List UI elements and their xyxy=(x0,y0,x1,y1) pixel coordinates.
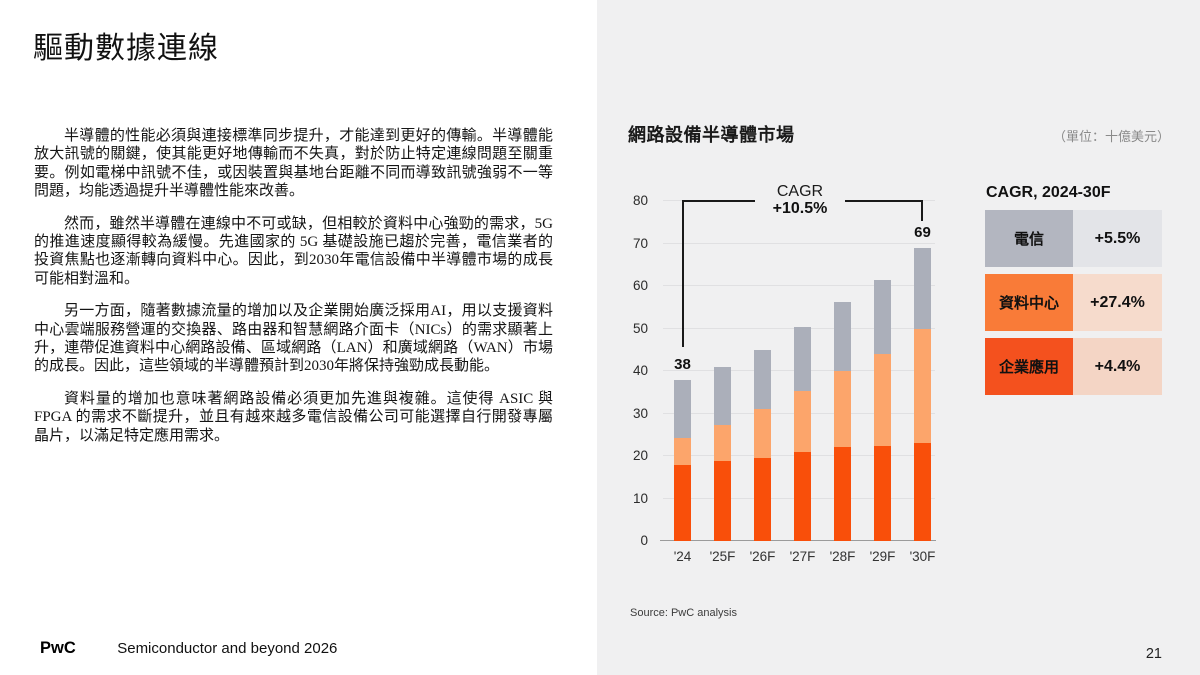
y-axis-tick-label: 30 xyxy=(632,405,648,421)
body-text: 半導體的性能必須與連接標準同步提升，才能達到更好的傳輸。半導體能放大訊號的關鍵，… xyxy=(34,127,553,459)
stacked-bar-27F xyxy=(794,201,811,541)
bar-segment-資料中心 xyxy=(754,408,771,458)
bar-segment-資料中心 xyxy=(794,390,811,452)
bar-segment-企業應用 xyxy=(874,445,891,541)
chart-title: 網路設備半導體市場 xyxy=(628,125,795,145)
legend-row-telecom: 電信 +5.5% xyxy=(985,210,1162,267)
plot-area xyxy=(660,200,936,541)
y-axis-tick-label: 80 xyxy=(632,193,648,208)
bar-segment-電信 xyxy=(874,280,891,354)
paragraph-2: 然而，雖然半導體在連線中不可或缺，但相較於資料中心強勁的需求，5G 的推進速度顯… xyxy=(34,215,553,287)
page-title: 驅動數據連線 xyxy=(33,32,219,65)
cagr-annotation-value: +10.5% xyxy=(772,200,828,217)
bar-segment-電信 xyxy=(834,302,851,372)
bar-segment-資料中心 xyxy=(914,329,931,444)
chart-panel: 網路設備半導體市場 （單位：十億美元） CAGR +10.5% CAGR, 20… xyxy=(597,0,1200,675)
paragraph-1: 半導體的性能必須與連接標準同步提升，才能達到更好的傳輸。半導體能放大訊號的關鍵，… xyxy=(34,128,553,200)
y-axis-tick-label: 50 xyxy=(632,320,648,336)
bar-segment-資料中心 xyxy=(714,424,731,462)
y-axis-tick-label: 70 xyxy=(632,235,648,251)
source-note: Source: PwC analysis xyxy=(630,607,737,619)
legend-row-datacenter: 資料中心 +27.4% xyxy=(985,274,1162,331)
paragraph-4: 資料量的增加也意味著網路設備必須更加先進與複雜。這使得 ASIC 與 FPGA … xyxy=(34,390,553,444)
left-column: 驅動數據連線 半導體的性能必須與連接標準同步提升，才能達到更好的傳輸。半導體能放… xyxy=(0,0,597,675)
footer: PwC Semiconductor and beyond 2026 xyxy=(40,639,540,658)
y-axis-tick-label: 40 xyxy=(632,363,648,378)
bar-total-label: 38 xyxy=(674,355,691,373)
cagr-annotation: CAGR +10.5% xyxy=(755,183,845,217)
stacked-bar-29F xyxy=(874,201,891,541)
bar-total-label: 69 xyxy=(914,223,931,241)
legend-value-telecom: +5.5% xyxy=(1073,210,1162,267)
bar-segment-資料中心 xyxy=(874,354,891,446)
x-axis-tick-label: '24 xyxy=(673,549,692,564)
bar-segment-企業應用 xyxy=(714,461,731,541)
bar-segment-企業應用 xyxy=(754,457,771,541)
legend-value-enterprise: +4.4% xyxy=(1073,338,1162,395)
y-axis-tick-label: 0 xyxy=(640,533,648,548)
pwc-logo: PwC xyxy=(40,639,76,657)
x-axis-tick-label: '26F xyxy=(749,549,776,564)
legend-title: CAGR, 2024-30F xyxy=(986,184,1111,201)
cagr-annotation-text: CAGR xyxy=(776,183,824,200)
cagr-legend-table: 電信 +5.5% 資料中心 +27.4% 企業應用 +4.4% xyxy=(985,210,1162,402)
legend-label-enterprise: 企業應用 xyxy=(985,338,1073,395)
stacked-bar-26F xyxy=(754,201,771,541)
gridline xyxy=(663,285,935,286)
paragraph-3: 另一方面，隨著數據流量的增加以及企業開始廣泛採用AI，用以支援資料中心雲端服務營… xyxy=(34,303,553,375)
y-axis-tick-label: 60 xyxy=(632,278,648,293)
y-axis-tick-label: 10 xyxy=(632,490,648,506)
footer-report-title: Semiconductor and beyond 2026 xyxy=(117,640,338,657)
legend-label-telecom: 電信 xyxy=(985,210,1073,267)
legend-row-enterprise: 企業應用 +4.4% xyxy=(985,338,1162,395)
bar-segment-企業應用 xyxy=(834,447,851,541)
stacked-bar-24 xyxy=(674,201,691,541)
chart-unit-label: （單位：十億美元） xyxy=(1052,129,1170,144)
x-axis-tick-label: '27F xyxy=(789,549,816,564)
bar-segment-企業應用 xyxy=(914,443,931,541)
bar-segment-企業應用 xyxy=(794,451,811,541)
x-axis-tick-label: '25F xyxy=(709,549,736,564)
stacked-bar-30F xyxy=(914,201,931,541)
bar-segment-電信 xyxy=(754,349,771,409)
stacked-bar-25F xyxy=(714,201,731,541)
bar-segment-電信 xyxy=(794,327,811,391)
x-axis-tick-label: '28F xyxy=(829,549,856,564)
legend-label-datacenter: 資料中心 xyxy=(985,274,1073,331)
x-axis-tick-label: '29F xyxy=(869,549,896,564)
bar-segment-電信 xyxy=(914,247,931,330)
cagr-bracket-left-line xyxy=(682,200,684,347)
page-number: 21 xyxy=(1145,646,1162,662)
bar-segment-資料中心 xyxy=(674,437,691,465)
cagr-bracket-right-line xyxy=(921,200,923,221)
bar-segment-電信 xyxy=(714,366,731,425)
stacked-bar-28F xyxy=(834,201,851,541)
legend-value-datacenter: +27.4% xyxy=(1073,274,1162,331)
bar-segment-電信 xyxy=(674,379,691,438)
x-axis-tick-label: '30F xyxy=(909,549,936,564)
bar-segment-資料中心 xyxy=(834,371,851,448)
bar-segment-企業應用 xyxy=(674,464,691,541)
y-axis-tick-label: 20 xyxy=(632,448,648,463)
gridline xyxy=(663,242,935,244)
